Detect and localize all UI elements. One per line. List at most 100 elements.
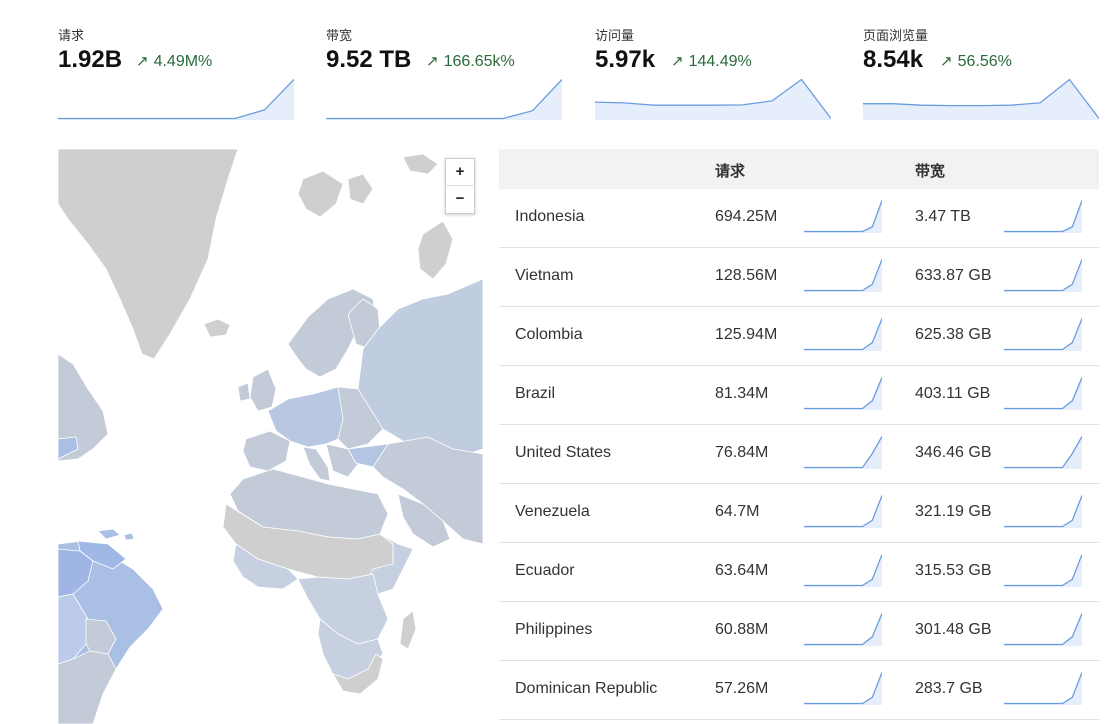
- sparkline-line: [804, 259, 882, 292]
- map-region-middle-east[interactable]: [372, 436, 483, 545]
- sparkline-area: [595, 79, 831, 120]
- table-row[interactable]: Dominican Republic 57.26M 283.7 GB: [499, 661, 1099, 720]
- stat-label: 请求: [58, 29, 85, 44]
- map-region-greenland[interactable]: [58, 149, 239, 360]
- country-name: Indonesia: [515, 208, 585, 225]
- sparkline-line: [804, 495, 882, 528]
- bandwidth-sparkline: [1004, 554, 1082, 587]
- sparkline-line: [1004, 318, 1082, 351]
- zoom-out-button[interactable]: −: [446, 185, 474, 212]
- map-region-arctic-islands[interactable]: [297, 170, 344, 218]
- map-region-ireland[interactable]: [237, 382, 251, 402]
- bandwidth-value: 321.19 GB: [915, 503, 992, 520]
- sparkline-line: [804, 436, 882, 469]
- sparkline-line: [804, 318, 882, 351]
- sparkline-line: [804, 377, 882, 410]
- table-row[interactable]: Ecuador 63.64M 315.53 GB: [499, 543, 1099, 602]
- sparkline-line: [804, 200, 882, 233]
- sparkline-line: [1004, 377, 1082, 410]
- world-map[interactable]: [58, 149, 483, 724]
- stat-value: 9.52 TB: [326, 46, 412, 73]
- map-region-central-africa[interactable]: [297, 573, 389, 645]
- country-name: Ecuador: [515, 562, 575, 579]
- map-region-north-america[interactable]: [58, 353, 109, 462]
- requests-value: 64.7M: [715, 503, 760, 520]
- table-row[interactable]: Indonesia 694.25M 3.47 TB: [499, 189, 1099, 248]
- bandwidth-sparkline: [1004, 377, 1082, 410]
- stat-card-bandwidth: 带宽 9.52 TB ↗ 166.65k%: [326, 22, 562, 122]
- stat-value: 5.97k: [595, 46, 656, 73]
- map-region-colombia[interactable]: [58, 548, 94, 598]
- stat-delta: ↗ 144.49%: [671, 52, 752, 71]
- sparkline-line: [863, 78, 1099, 119]
- map-region-iceland[interactable]: [203, 318, 231, 338]
- bandwidth-sparkline: [1004, 200, 1082, 233]
- trend-up-icon: ↗: [671, 53, 684, 70]
- sparkline-line: [1004, 672, 1082, 705]
- map-region-madagascar[interactable]: [399, 610, 417, 650]
- map-region-south-africa[interactable]: [332, 653, 384, 695]
- table-header: 请求 带宽: [499, 149, 1099, 189]
- zoom-in-button[interactable]: +: [455, 163, 465, 180]
- trend-up-icon: ↗: [426, 53, 439, 70]
- table-row[interactable]: Venezuela 64.7M 321.19 GB: [499, 484, 1099, 543]
- map-region-west-africa[interactable]: [232, 543, 299, 590]
- sparkline-line: [326, 79, 562, 120]
- bandwidth-value: 346.46 GB: [915, 444, 992, 461]
- bandwidth-value: 301.48 GB: [915, 621, 992, 638]
- trend-up-icon: ↗: [940, 53, 953, 70]
- sparkline-area: [1004, 495, 1082, 528]
- requests-value: 63.64M: [715, 562, 769, 579]
- requests-sparkline: [804, 259, 882, 292]
- table-row[interactable]: Brazil 81.34M 403.11 GB: [499, 366, 1099, 425]
- map-region-north-america[interactable]: [58, 436, 79, 460]
- sparkline-line: [1004, 436, 1082, 469]
- bandwidth-sparkline: [1004, 672, 1082, 705]
- map-region-caribbean[interactable]: [97, 528, 121, 540]
- bandwidth-sparkline: [1004, 436, 1082, 469]
- table-row[interactable]: United States 76.84M 346.46 GB: [499, 425, 1099, 484]
- sparkline-area: [1004, 259, 1082, 292]
- stat-delta-value: 4.49M%: [153, 53, 213, 70]
- sparkline-area: [804, 200, 882, 233]
- map-region-arabia[interactable]: [397, 493, 451, 548]
- stat-delta-value: 144.49%: [688, 53, 752, 70]
- trend-up-icon: ↗: [136, 53, 149, 70]
- map-region-iberia[interactable]: [242, 430, 291, 472]
- table-row[interactable]: Vietnam 128.56M 633.87 GB: [499, 248, 1099, 307]
- map-region-arctic-islands[interactable]: [347, 173, 374, 205]
- stat-value: 1.92B: [58, 46, 123, 73]
- requests-value: 694.25M: [715, 208, 778, 225]
- bandwidth-sparkline: [1004, 259, 1082, 292]
- stat-sparkline: [326, 79, 562, 120]
- world-map-canvas[interactable]: [58, 149, 483, 724]
- table-row[interactable]: Philippines 60.88M 301.48 GB: [499, 602, 1099, 661]
- requests-value: 81.34M: [715, 385, 769, 402]
- map-region-arctic-islands[interactable]: [402, 153, 439, 175]
- sparkline-line: [595, 78, 831, 119]
- sparkline-area: [58, 79, 294, 120]
- sparkline-line: [1004, 259, 1082, 292]
- sparkline-line: [58, 79, 294, 120]
- stat-card-requests: 请求 1.92B ↗ 4.49M%: [58, 22, 294, 122]
- stat-value: 8.54k: [863, 46, 924, 73]
- sparkline-line: [1004, 495, 1082, 528]
- requests-value: 125.94M: [715, 326, 778, 343]
- map-region-caribbean[interactable]: [123, 532, 135, 541]
- column-header-bandwidth[interactable]: 带宽: [915, 162, 946, 180]
- sparkline-area: [804, 554, 882, 587]
- map-region-italy[interactable]: [302, 446, 331, 482]
- sparkline-area: [804, 259, 882, 292]
- map-region-arctic-islands[interactable]: [417, 220, 454, 280]
- requests-sparkline: [804, 495, 882, 528]
- column-header-requests[interactable]: 请求: [715, 162, 746, 180]
- map-region-uk[interactable]: [249, 368, 277, 412]
- sparkline-line: [804, 613, 882, 646]
- stat-label: 访问量: [595, 29, 635, 44]
- map-region-eastern-europe[interactable]: [337, 386, 384, 450]
- map-region-chile-argentina[interactable]: [58, 650, 117, 724]
- table-row[interactable]: Colombia 125.94M 625.38 GB: [499, 307, 1099, 366]
- stat-label: 页面浏览量: [863, 29, 929, 44]
- requests-sparkline: [804, 554, 882, 587]
- map-zoom-control: + −: [445, 158, 475, 214]
